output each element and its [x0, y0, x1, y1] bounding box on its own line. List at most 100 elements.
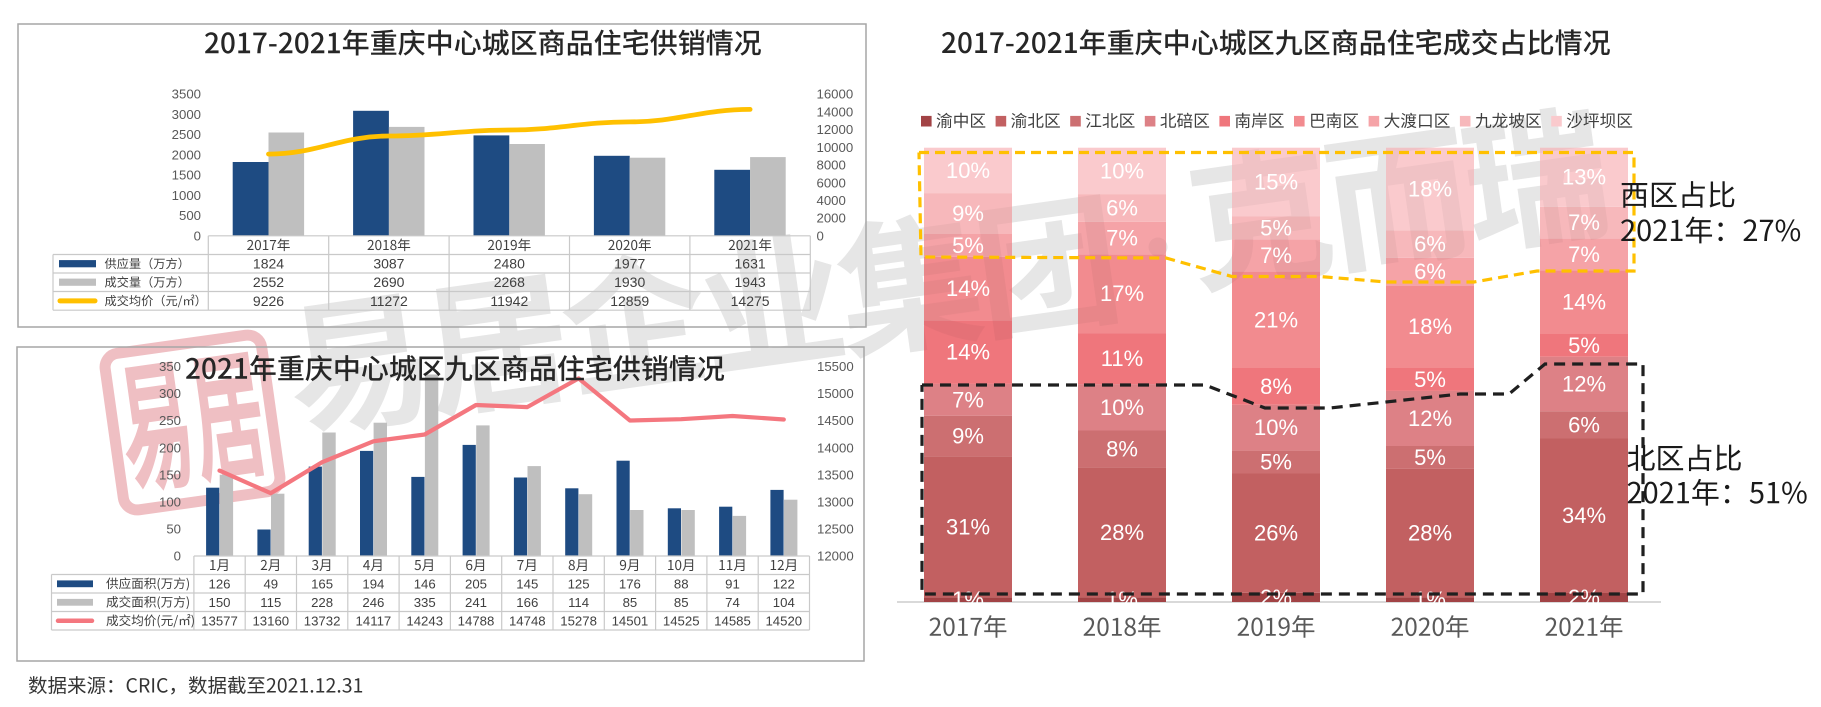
svg-text:6%: 6%	[1414, 259, 1446, 284]
svg-text:17%: 17%	[1100, 281, 1144, 306]
svg-text:150: 150	[159, 467, 181, 482]
svg-text:1943: 1943	[735, 274, 766, 290]
svg-text:0: 0	[817, 228, 824, 243]
svg-text:13160: 13160	[252, 614, 289, 629]
svg-text:14%: 14%	[946, 340, 990, 365]
svg-text:1%: 1%	[1414, 587, 1446, 612]
svg-text:18%: 18%	[1408, 314, 1452, 339]
svg-text:12500: 12500	[817, 522, 854, 537]
svg-text:14000: 14000	[817, 440, 854, 455]
svg-text:145: 145	[516, 577, 538, 592]
svg-text:12859: 12859	[610, 293, 649, 309]
svg-text:6%: 6%	[1568, 412, 1600, 437]
svg-text:13500: 13500	[817, 467, 854, 482]
svg-text:14520: 14520	[765, 614, 802, 629]
svg-text:14275: 14275	[731, 293, 770, 309]
svg-text:5%: 5%	[952, 233, 984, 258]
svg-text:1930: 1930	[614, 274, 645, 290]
svg-text:1631: 1631	[735, 256, 766, 272]
svg-text:1824: 1824	[253, 256, 284, 272]
svg-text:2000: 2000	[817, 211, 846, 226]
svg-text:5%: 5%	[1414, 445, 1446, 470]
svg-text:200: 200	[159, 440, 181, 455]
svg-text:1%: 1%	[952, 587, 984, 612]
svg-text:6000: 6000	[817, 175, 846, 190]
svg-text:146: 146	[414, 577, 436, 592]
svg-text:2000: 2000	[172, 147, 201, 162]
svg-text:3087: 3087	[373, 256, 404, 272]
svg-text:122: 122	[773, 577, 795, 592]
svg-text:6%: 6%	[1106, 196, 1138, 221]
svg-text:14788: 14788	[458, 614, 495, 629]
svg-text:7%: 7%	[1260, 243, 1292, 268]
svg-text:12000: 12000	[817, 122, 854, 137]
svg-text:15278: 15278	[560, 614, 597, 629]
svg-text:13732: 13732	[304, 614, 341, 629]
svg-text:10000: 10000	[817, 140, 854, 155]
svg-text:28%: 28%	[1100, 520, 1144, 545]
svg-text:246: 246	[362, 595, 384, 610]
svg-text:4000: 4000	[817, 193, 846, 208]
svg-text:16000: 16000	[817, 87, 854, 102]
svg-text:14117: 14117	[356, 614, 392, 629]
svg-text:0: 0	[194, 228, 201, 243]
svg-text:1500: 1500	[172, 168, 201, 183]
svg-text:5%: 5%	[1260, 216, 1292, 241]
svg-text:21%: 21%	[1254, 307, 1298, 332]
svg-text:10%: 10%	[1254, 415, 1298, 440]
svg-text:11%: 11%	[1101, 346, 1143, 371]
svg-text:14%: 14%	[1562, 290, 1606, 315]
svg-text:250: 250	[159, 413, 181, 428]
svg-text:7%: 7%	[1568, 210, 1600, 235]
svg-text:14525: 14525	[663, 614, 700, 629]
svg-text:6%: 6%	[1414, 232, 1446, 257]
svg-text:8%: 8%	[1260, 374, 1292, 399]
svg-text:12000: 12000	[817, 549, 854, 564]
svg-text:100: 100	[159, 494, 181, 509]
svg-text:1000: 1000	[172, 188, 201, 203]
svg-text:205: 205	[465, 577, 487, 592]
svg-text:28%: 28%	[1408, 521, 1452, 546]
svg-text:2480: 2480	[494, 256, 525, 272]
svg-text:5%: 5%	[1414, 367, 1446, 392]
svg-text:5%: 5%	[1568, 333, 1600, 358]
svg-text:1%: 1%	[1106, 587, 1138, 612]
svg-text:228: 228	[311, 595, 333, 610]
svg-text:9%: 9%	[952, 424, 984, 449]
svg-text:2%: 2%	[1568, 585, 1600, 610]
svg-text:8%: 8%	[1106, 437, 1138, 462]
svg-text:8000: 8000	[817, 158, 846, 173]
svg-text:13577: 13577	[201, 614, 238, 629]
svg-text:300: 300	[159, 386, 181, 401]
svg-text:14501: 14501	[612, 614, 649, 629]
svg-text:15500: 15500	[817, 359, 854, 374]
svg-text:74: 74	[725, 595, 740, 610]
svg-text:2500: 2500	[172, 127, 201, 142]
svg-text:2%: 2%	[1260, 585, 1292, 610]
svg-text:49: 49	[263, 577, 278, 592]
svg-text:104: 104	[773, 595, 795, 610]
svg-text:14585: 14585	[714, 614, 751, 629]
svg-text:31%: 31%	[946, 515, 990, 540]
svg-text:5%: 5%	[1260, 450, 1292, 475]
svg-text:7%: 7%	[1106, 226, 1138, 251]
svg-text:88: 88	[674, 577, 689, 592]
svg-text:14%: 14%	[946, 276, 990, 301]
svg-text:50: 50	[166, 522, 181, 537]
svg-text:165: 165	[311, 577, 333, 592]
svg-text:500: 500	[179, 208, 201, 223]
svg-text:3500: 3500	[172, 87, 201, 102]
svg-text:2268: 2268	[494, 274, 525, 290]
svg-text:166: 166	[516, 595, 538, 610]
svg-text:2552: 2552	[253, 274, 284, 290]
svg-text:13%: 13%	[1562, 165, 1606, 190]
svg-text:7%: 7%	[1568, 242, 1600, 267]
svg-text:12%: 12%	[1408, 406, 1452, 431]
svg-text:3000: 3000	[172, 107, 201, 122]
svg-text:91: 91	[725, 577, 740, 592]
svg-text:7%: 7%	[952, 387, 984, 412]
svg-text:14000: 14000	[817, 104, 854, 119]
svg-text:12%: 12%	[1562, 371, 1606, 396]
svg-text:11272: 11272	[370, 293, 408, 309]
svg-text:14748: 14748	[509, 614, 546, 629]
